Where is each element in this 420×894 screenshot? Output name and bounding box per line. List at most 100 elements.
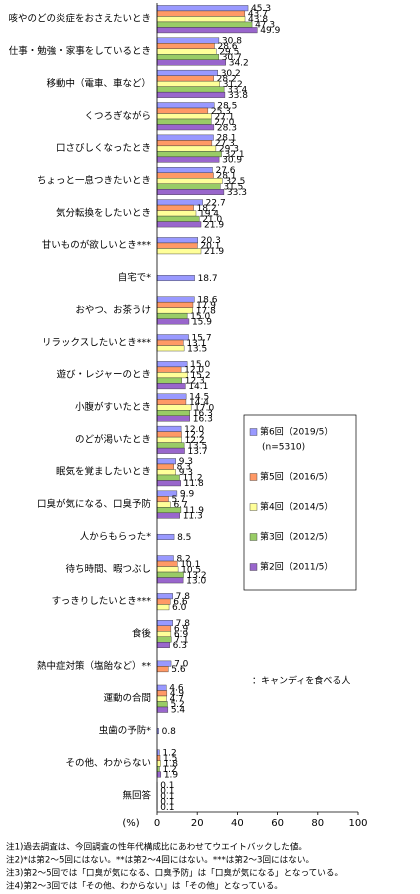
value-label: 9.3 xyxy=(179,457,193,467)
note: 注3)第2～5回では「口臭が気になる、口臭予防」は「口臭が気になる」となっている… xyxy=(6,867,343,879)
value-label: 14.5 xyxy=(189,393,209,403)
category-label: のどが渇いたとき xyxy=(75,433,151,445)
value-label: 6.3 xyxy=(173,641,187,651)
bar xyxy=(156,21,253,28)
bar xyxy=(156,102,215,109)
x-tick-label: 100 xyxy=(348,818,367,829)
bar xyxy=(156,210,197,217)
value-label: 19.4 xyxy=(199,209,219,219)
value-label: 47.3 xyxy=(255,21,275,31)
bar xyxy=(156,496,169,503)
value-label: 10.1 xyxy=(180,560,200,570)
bar xyxy=(156,366,182,373)
value-label: 27.3 xyxy=(215,139,235,149)
value-label: 0.1 xyxy=(160,803,174,813)
bar xyxy=(156,59,226,66)
category-label: 熱中症対策（塩飴など）** xyxy=(37,660,151,672)
value-label: 30.7 xyxy=(222,53,242,63)
bar xyxy=(156,425,182,432)
bar xyxy=(156,69,218,76)
bar xyxy=(156,393,187,400)
bar xyxy=(156,37,220,44)
value-label: 15.0 xyxy=(190,360,210,370)
bar xyxy=(156,215,200,222)
value-label: 15.0 xyxy=(190,312,210,322)
value-label: 7.1 xyxy=(174,636,188,646)
value-label: 9.3 xyxy=(179,468,193,478)
value-label: 6.7 xyxy=(173,501,187,511)
bar xyxy=(156,5,249,12)
value-label: 15.2 xyxy=(191,371,211,381)
bar xyxy=(156,151,222,158)
category-label: すっきりしたいとき*** xyxy=(52,596,152,607)
bar xyxy=(156,167,213,173)
category-label: 咳やのどの炎症をおさえたいとき xyxy=(8,13,151,25)
bar xyxy=(156,458,176,465)
bar xyxy=(156,80,220,87)
value-label: 6.9 xyxy=(174,630,189,640)
bar xyxy=(156,555,174,562)
x-axis-label: (%) xyxy=(122,818,139,829)
value-label: 43.7 xyxy=(248,10,268,20)
bar xyxy=(156,415,190,422)
value-label: 8.3 xyxy=(177,463,191,473)
bar xyxy=(156,372,188,379)
bar xyxy=(156,118,212,125)
value-label: 1.2 xyxy=(162,765,176,775)
category-label: 気分転換をしたいとき xyxy=(56,207,151,219)
legend-label: 第2回（2011/5） xyxy=(260,561,333,573)
note: 注4)第2～3回では「その他、わからない」は「その他」となっている。 xyxy=(6,880,283,892)
category-label: 仕事・勉強・家事をしているとき xyxy=(9,45,151,57)
bar xyxy=(156,75,214,82)
value-label: 1.8 xyxy=(164,759,179,769)
bar xyxy=(156,447,185,454)
value-label: 0.8 xyxy=(162,727,177,737)
value-label: 0.1 xyxy=(160,786,174,796)
x-tick-label: 60 xyxy=(271,818,284,829)
bar xyxy=(156,172,214,179)
value-label: 27.1 xyxy=(214,112,234,122)
value-label: 31.5 xyxy=(223,182,243,192)
legend-swatch xyxy=(249,428,258,436)
value-label: 13.7 xyxy=(188,447,208,457)
value-label: 27.6 xyxy=(215,166,235,176)
note: 注2)*は第2～5回にはない。**は第2～4回にはない。***は第2～3回にはな… xyxy=(6,854,314,866)
value-label: 14.4 xyxy=(189,398,209,408)
bar xyxy=(156,566,179,573)
category-label: 口さびしくなったとき xyxy=(56,143,151,154)
category-label: 人からもらった* xyxy=(80,531,152,542)
bar xyxy=(156,463,174,470)
bar xyxy=(156,54,219,60)
bar xyxy=(156,695,167,702)
category-label: 無回答 xyxy=(122,789,151,801)
value-label: 12.2 xyxy=(185,430,205,440)
value-label: 17.0 xyxy=(194,404,214,414)
bar xyxy=(156,399,187,405)
value-label: 11.8 xyxy=(184,479,204,489)
value-label: 5.4 xyxy=(171,706,186,716)
annotation: ：キャンディを食べる人 xyxy=(252,675,350,687)
bar xyxy=(156,318,190,325)
bar xyxy=(156,107,209,114)
category-label: 小腹がすいたとき xyxy=(75,401,151,413)
category-label: 移動中（電車、車など） xyxy=(46,77,151,89)
value-label: 12.0 xyxy=(184,366,204,376)
value-label: 7.8 xyxy=(176,619,191,629)
value-label: 30.8 xyxy=(222,37,242,47)
bar xyxy=(156,296,195,303)
bar xyxy=(156,156,220,163)
value-label: 27.0 xyxy=(214,118,234,128)
bar xyxy=(156,501,171,508)
category-label: リラックスしたいとき*** xyxy=(42,337,151,348)
x-tick-label: 0 xyxy=(154,818,160,829)
value-label: 22.7 xyxy=(206,198,226,208)
value-label: 12.3 xyxy=(185,377,205,387)
category-label: 自宅で* xyxy=(118,272,152,284)
value-label: 13.0 xyxy=(186,576,206,586)
bar xyxy=(156,571,184,578)
value-label: 6.6 xyxy=(173,598,188,608)
value-label: 32.1 xyxy=(225,150,245,160)
bar xyxy=(156,140,213,147)
bar xyxy=(156,442,185,449)
